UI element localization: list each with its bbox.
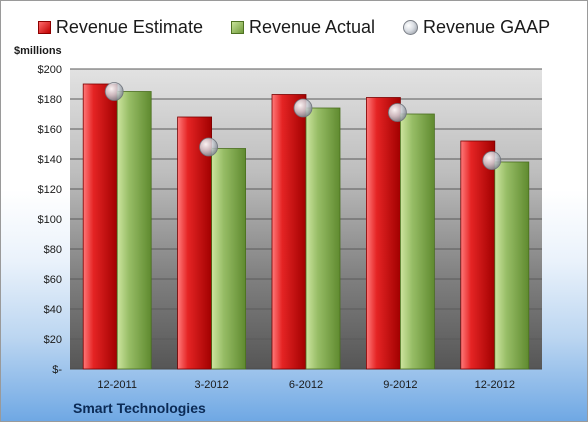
x-tick-label: 9-2012 bbox=[383, 379, 417, 391]
bar-revenue-estimate bbox=[271, 94, 307, 370]
y-tick-label: $160 bbox=[38, 124, 62, 136]
legend-swatch-estimate bbox=[37, 21, 51, 34]
marker-revenue-gaap bbox=[482, 151, 502, 170]
bar-revenue-actual bbox=[494, 161, 530, 370]
x-tick-label: 3-2012 bbox=[194, 379, 228, 391]
marker-revenue-gaap bbox=[293, 98, 313, 118]
y-tick-label: $180 bbox=[38, 94, 62, 106]
bar-revenue-actual bbox=[305, 107, 341, 370]
x-tick-label: 12-2011 bbox=[97, 379, 137, 391]
legend: Revenue Estimate Revenue Actual Revenue … bbox=[1, 17, 587, 38]
x-tick-label: 6-2012 bbox=[289, 379, 323, 391]
marker-revenue-gaap bbox=[104, 82, 124, 101]
legend-label-actual: Revenue Actual bbox=[248, 17, 376, 37]
marker-revenue-gaap bbox=[387, 103, 407, 122]
legend-item-actual: Revenue Actual bbox=[230, 17, 376, 38]
bar-revenue-actual bbox=[211, 148, 247, 370]
y-axis-units-label: $millions bbox=[14, 45, 62, 57]
bar-revenue-actual bbox=[399, 113, 435, 370]
bar-revenue-estimate bbox=[460, 140, 496, 370]
y-tick-label: $- bbox=[52, 364, 62, 376]
legend-label-estimate: Revenue Estimate bbox=[55, 17, 203, 37]
y-tick-label: $140 bbox=[38, 154, 62, 166]
bar-revenue-estimate bbox=[177, 116, 213, 370]
bar-revenue-estimate bbox=[365, 97, 401, 370]
bar-revenue-estimate bbox=[82, 83, 118, 370]
y-tick-label: $200 bbox=[38, 64, 62, 76]
legend-label-gaap: Revenue GAAP bbox=[423, 17, 551, 37]
x-tick-label: 12-2012 bbox=[475, 379, 515, 391]
legend-swatch-actual bbox=[230, 21, 244, 34]
y-tick-label: $60 bbox=[44, 274, 62, 286]
y-tick-label: $40 bbox=[44, 304, 62, 316]
y-tick-label: $100 bbox=[38, 214, 62, 226]
y-tick-label: $80 bbox=[44, 244, 62, 256]
legend-item-gaap: Revenue GAAP bbox=[403, 17, 550, 38]
company-name: Smart Technologies bbox=[73, 400, 206, 416]
y-tick-label: $20 bbox=[44, 334, 62, 346]
bar-revenue-actual bbox=[116, 91, 152, 370]
marker-revenue-gaap bbox=[199, 137, 219, 157]
y-tick-label: $120 bbox=[38, 184, 62, 196]
legend-item-estimate: Revenue Estimate bbox=[37, 17, 203, 38]
legend-swatch-gaap bbox=[403, 20, 419, 35]
